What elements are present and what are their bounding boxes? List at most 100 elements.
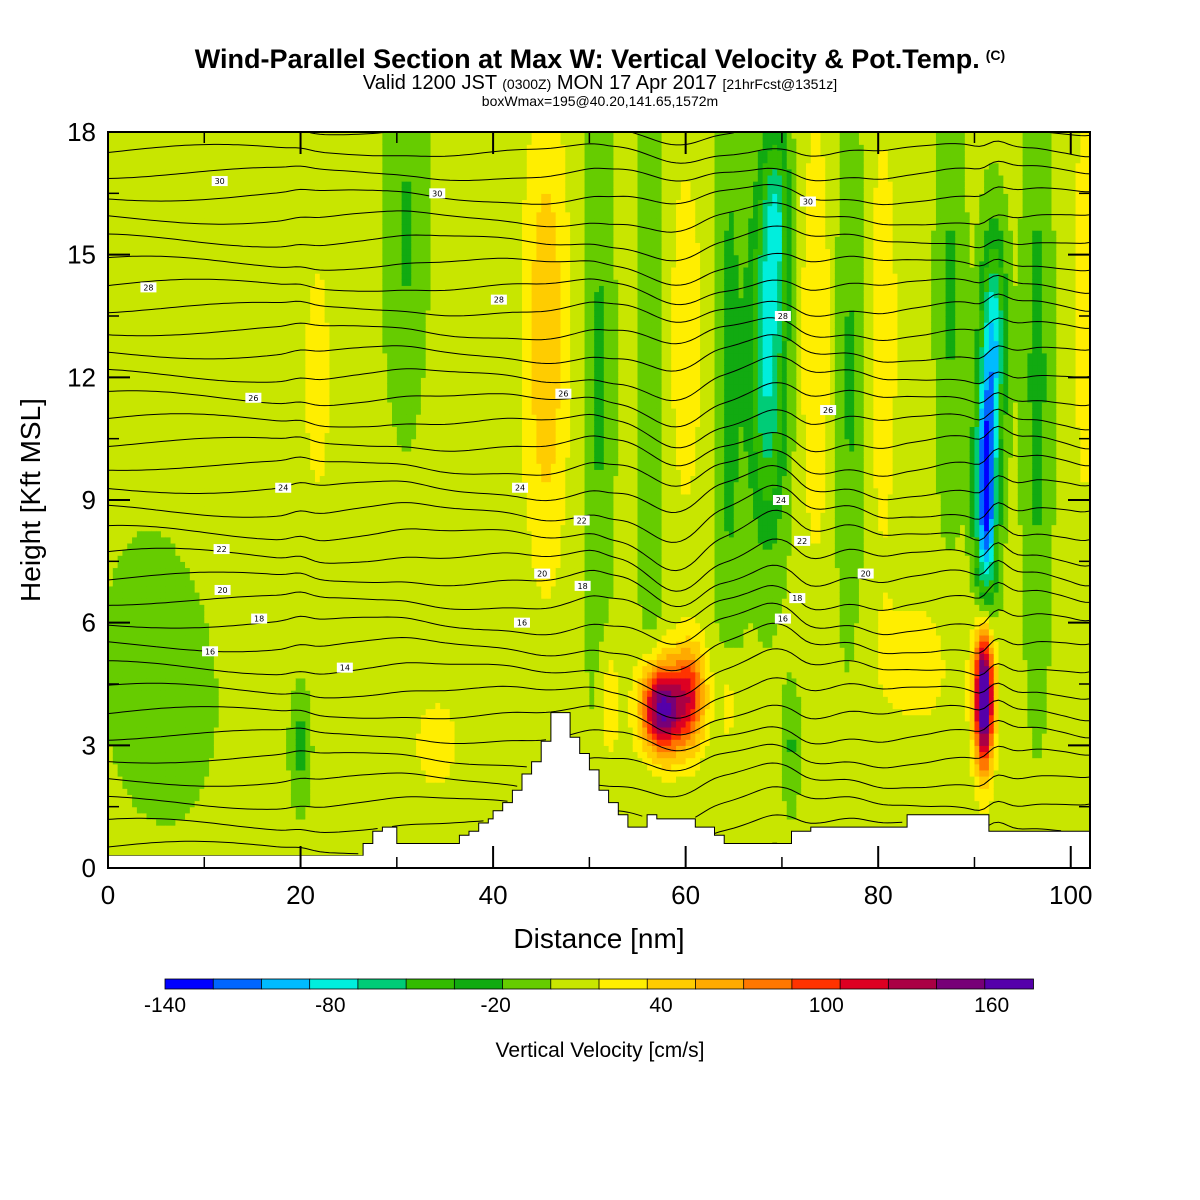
w-cell (113, 831, 118, 838)
w-cell (137, 629, 142, 636)
w-cell (151, 653, 156, 660)
w-cell (156, 604, 161, 611)
w-cell (156, 518, 161, 525)
w-cell (127, 659, 132, 666)
w-cell (142, 138, 147, 145)
w-cell (122, 377, 127, 384)
w-cell (137, 592, 142, 599)
w-cell (113, 709, 118, 716)
w-cell (156, 494, 161, 501)
w-cell (142, 843, 147, 850)
w-cell (122, 745, 127, 752)
w-cell (147, 261, 152, 268)
w-cell (132, 138, 137, 145)
w-cell (151, 825, 156, 832)
w-cell (137, 518, 142, 525)
w-cell (132, 353, 137, 360)
w-cell (137, 580, 142, 587)
w-cell (132, 193, 137, 200)
w-cell (151, 500, 156, 507)
w-cell (118, 567, 123, 574)
w-cell (122, 138, 127, 145)
w-cell (127, 592, 132, 599)
w-cell (132, 420, 137, 427)
w-cell (122, 543, 127, 550)
w-cell (132, 291, 137, 298)
w-cell (137, 181, 142, 188)
cross-section-chart: 30303028282826 262624 24242222222020 201818… (0, 0, 1200, 1200)
w-cell (113, 451, 118, 458)
w-cell (151, 316, 156, 323)
w-cell (142, 666, 147, 673)
w-cell (127, 758, 132, 765)
w-cell (147, 187, 152, 194)
w-cell (151, 531, 156, 538)
w-cell (122, 322, 127, 329)
w-cell (137, 653, 142, 660)
w-cell (137, 604, 142, 611)
w-cell (132, 531, 137, 538)
w-cell (113, 807, 118, 814)
w-cell (118, 439, 123, 446)
w-cell (132, 408, 137, 415)
w-cell (151, 451, 156, 458)
w-cell (151, 770, 156, 777)
w-cell (122, 445, 127, 452)
w-cell (156, 500, 161, 507)
w-cell (127, 647, 132, 654)
w-cell (118, 193, 123, 200)
w-cell (137, 531, 142, 538)
w-cell (132, 255, 137, 262)
w-cell (142, 782, 147, 789)
w-cell (122, 807, 127, 814)
w-cell (147, 721, 152, 728)
w-cell (151, 721, 156, 728)
w-cell (127, 574, 132, 581)
w-cell (156, 635, 161, 642)
w-cell (147, 788, 152, 795)
w-cell (113, 788, 118, 795)
w-cell (113, 715, 118, 722)
w-cell (137, 690, 142, 697)
w-cell (142, 341, 147, 348)
w-cell (147, 445, 152, 452)
w-cell (151, 359, 156, 366)
w-cell (147, 291, 152, 298)
w-cell (151, 727, 156, 734)
w-cell (113, 255, 118, 262)
w-cell (142, 316, 147, 323)
w-cell (132, 518, 137, 525)
w-cell (127, 157, 132, 164)
w-cell (147, 696, 152, 703)
w-cell (122, 537, 127, 544)
w-cell (137, 494, 142, 501)
w-cell (142, 377, 147, 384)
w-cell (151, 807, 156, 814)
w-cell (132, 187, 137, 194)
w-cell (151, 764, 156, 771)
w-cell (113, 721, 118, 728)
w-cell (142, 801, 147, 808)
w-cell (118, 506, 123, 513)
w-cell (118, 291, 123, 298)
w-cell (151, 169, 156, 176)
w-cell (147, 236, 152, 243)
w-cell (151, 396, 156, 403)
w-cell (127, 291, 132, 298)
w-cell (137, 353, 142, 360)
w-cell (132, 635, 137, 642)
w-cell (147, 494, 152, 501)
w-cell (132, 175, 137, 182)
w-cell (118, 592, 123, 599)
w-cell (151, 715, 156, 722)
w-cell (156, 819, 161, 826)
w-cell (127, 770, 132, 777)
w-cell (151, 181, 156, 188)
w-cell (132, 567, 137, 574)
w-cell (113, 629, 118, 636)
w-cell (122, 776, 127, 783)
w-cell (132, 801, 137, 808)
w-cell (113, 727, 118, 734)
w-cell (122, 291, 127, 298)
w-cell (156, 512, 161, 519)
